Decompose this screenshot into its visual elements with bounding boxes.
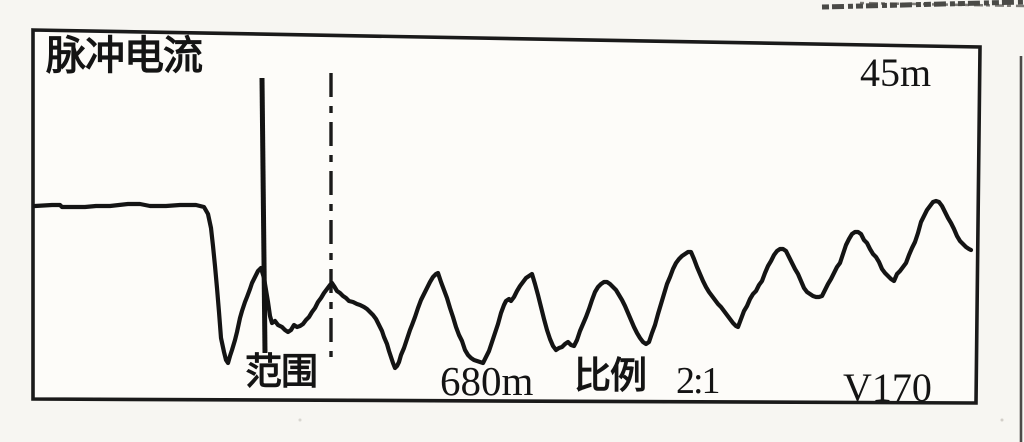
scan-artifact-top-edge-2 <box>859 1 1024 8</box>
pulse-current-trace <box>32 198 974 371</box>
cursor-distance-readout: 45m <box>860 50 932 95</box>
velocity-readout: V170 <box>843 365 932 410</box>
range-value: 680m <box>440 358 534 404</box>
plot-box <box>31 28 982 405</box>
scale-label: 比例 <box>574 356 647 397</box>
discharge-spike-line <box>259 77 268 354</box>
range-label: 范围 <box>245 352 318 393</box>
pulse-current-title: 脉冲电流 <box>46 33 203 78</box>
scale-value: 2:1 <box>676 360 721 402</box>
